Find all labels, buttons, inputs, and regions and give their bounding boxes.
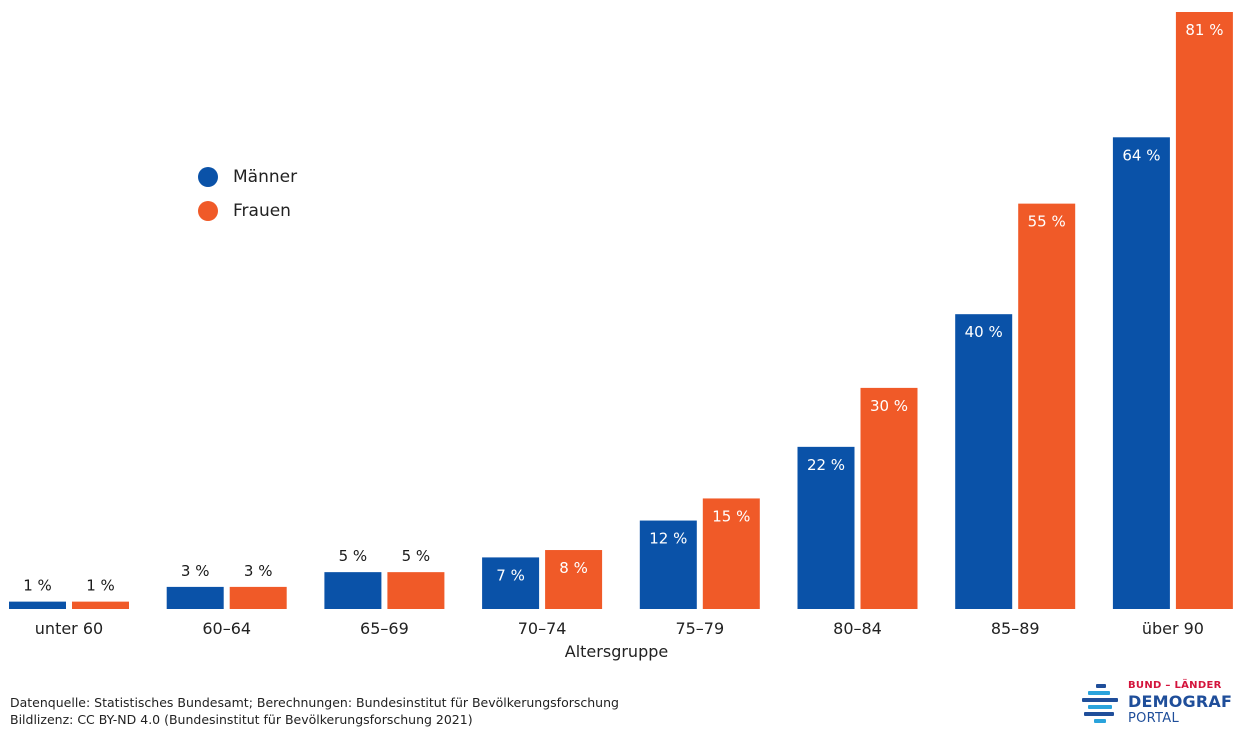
bar-maenner-1: [166, 586, 224, 609]
footer: Datenquelle: Statistisches Bundesamt; Be…: [10, 694, 619, 728]
license-note: Bildlizenz: CC BY-ND 4.0 (Bundesinstitut…: [10, 712, 473, 727]
data-label-frauen-4: 15 %: [712, 507, 750, 525]
x-tick-label-6: 85–89: [991, 619, 1040, 638]
data-label-maenner-1: 3 %: [181, 562, 210, 580]
x-tick-label-0: unter 60: [35, 619, 103, 638]
data-label-maenner-4: 12 %: [649, 530, 687, 548]
bar-maenner-7: [1112, 137, 1170, 609]
data-label-frauen-7: 81 %: [1185, 21, 1223, 39]
data-label-maenner-6: 40 %: [965, 323, 1003, 341]
bar-maenner-2: [324, 572, 382, 609]
data-label-frauen-2: 5 %: [402, 547, 431, 565]
data-label-frauen-5: 30 %: [870, 397, 908, 415]
x-tick-label-7: über 90: [1142, 619, 1204, 638]
source-note: Datenquelle: Statistisches Bundesamt; Be…: [10, 695, 619, 710]
x-tick-label-5: 80–84: [833, 619, 882, 638]
bar-maenner-4: [639, 520, 697, 609]
legend-item-maenner: Männer: [198, 160, 297, 194]
data-label-frauen-6: 55 %: [1028, 213, 1066, 231]
bar-frauen-1: [229, 586, 287, 609]
legend-swatch-maenner: [198, 167, 218, 187]
legend-item-frauen: Frauen: [198, 194, 297, 228]
data-label-frauen-1: 3 %: [244, 562, 273, 580]
x-tick-label-4: 75–79: [675, 619, 724, 638]
data-label-frauen-0: 1 %: [86, 577, 115, 595]
bar-maenner-3: [482, 557, 540, 609]
bar-frauen-5: [860, 387, 918, 609]
bar-frauen-0: [72, 601, 129, 609]
demografie-portal-logo-icon: [1082, 684, 1122, 724]
data-label-maenner-3: 7 %: [496, 566, 525, 584]
bar-frauen-3: [545, 550, 603, 609]
data-label-maenner-2: 5 %: [339, 547, 368, 565]
legend-label-frauen: Frauen: [233, 201, 291, 221]
x-axis-title: Altersgruppe: [564, 642, 669, 661]
logo-line-2: DEMOGRAFIE: [1128, 692, 1233, 711]
legend: Männer Frauen: [198, 160, 297, 228]
bar-frauen-4: [702, 498, 760, 609]
legend-swatch-frauen: [198, 201, 218, 221]
bar-frauen-2: [387, 572, 445, 609]
bar-frauen-6: [1018, 203, 1076, 609]
x-tick-label-2: 65–69: [360, 619, 409, 638]
data-label-maenner-0: 1 %: [23, 577, 52, 595]
bar-maenner-6: [955, 314, 1013, 609]
legend-label-maenner: Männer: [233, 167, 298, 187]
bar-maenner-5: [797, 446, 855, 609]
data-label-frauen-3: 8 %: [559, 559, 588, 577]
bar-frauen-7: [1175, 12, 1233, 609]
data-label-maenner-5: 22 %: [807, 456, 845, 474]
x-tick-label-3: 70–74: [518, 619, 567, 638]
logo-line-1: BUND – LÄNDER: [1128, 680, 1222, 691]
logo-line-3: PORTAL: [1128, 711, 1180, 726]
demografie-portal-logo[interactable]: BUND – LÄNDER DEMOGRAFIE PORTAL: [1082, 680, 1233, 728]
x-tick-label-1: 60–64: [202, 619, 251, 638]
bar-maenner-0: [9, 601, 66, 609]
data-label-maenner-7: 64 %: [1122, 146, 1160, 164]
